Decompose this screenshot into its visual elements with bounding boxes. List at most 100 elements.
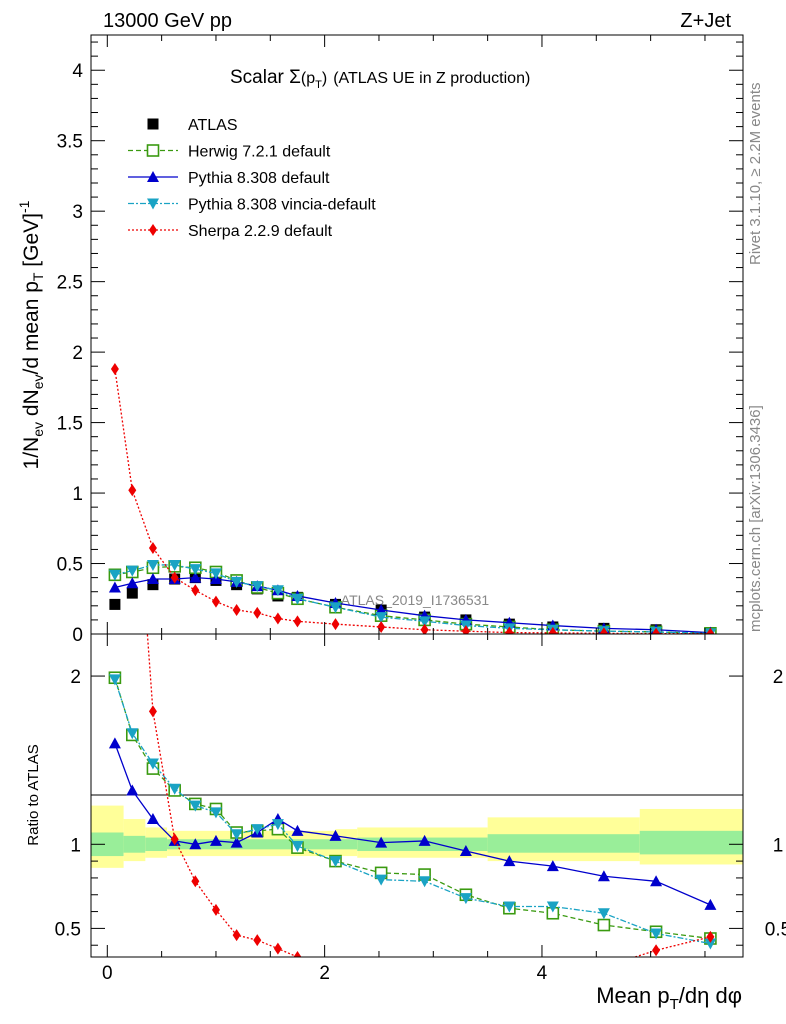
point-atlas-0 — [109, 598, 121, 610]
stat-band-2 — [145, 837, 168, 852]
y-axis-label: 1/Nev dNev/d mean pT [GeV]-1 — [16, 200, 46, 469]
ratio-point-pythia-8-308-default-10 — [329, 829, 342, 841]
legend-marker-pythia-8-308-default — [147, 171, 159, 182]
stat-band-0 — [91, 832, 124, 857]
main-series-group — [108, 363, 717, 634]
ratio-point-pythia-8-308-vincia-default-10 — [329, 856, 342, 868]
ratio-point-pythia-8-308-vincia-default-7 — [251, 824, 264, 836]
ratio-line-pythia-8-308-vincia-default — [114, 679, 711, 945]
analysis-watermark: ATLAS_2019_I1736531 — [341, 592, 490, 608]
ratio-y-tick-right-1: 1 — [773, 835, 784, 856]
point-sherpa-2-2-9-default-0 — [110, 363, 119, 376]
point-pythia-8-308-vincia-default-7 — [251, 581, 264, 593]
point-sherpa-2-2-9-default-13 — [461, 625, 470, 634]
ratio-point-pythia-8-308-vincia-default-6 — [230, 829, 243, 841]
point-sherpa-2-2-9-default-6 — [232, 604, 241, 617]
x-axis-label: Mean pT/dη dφ — [596, 983, 742, 1013]
ratio-y-tick-left-0: 0.5 — [55, 919, 81, 940]
legend-marker-herwig-7-2-1-default — [146, 144, 160, 157]
point-pythia-8-308-vincia-default-12 — [418, 616, 431, 628]
legend-marker-pythia-8-308-vincia-default — [147, 198, 159, 210]
point-sherpa-2-2-9-default-3 — [170, 571, 179, 584]
stat-band-3 — [167, 839, 336, 850]
ratio-point-pythia-8-308-default-17 — [650, 875, 663, 887]
ratio-point-sherpa-2-2-9-default-10 — [332, 959, 340, 971]
ratio-point-pythia-8-308-vincia-default-14 — [503, 901, 516, 913]
point-pythia-8-308-vincia-default-11 — [375, 612, 388, 624]
ratio-point-pythia-8-308-vincia-default-9 — [291, 840, 304, 852]
ratio-point-pythia-8-308-vincia-default-2 — [146, 758, 159, 770]
mcplots-label: mcplots.cern.ch [arXiv:1306.3436] — [747, 405, 764, 632]
ratio-point-pythia-8-308-vincia-default-15 — [546, 901, 559, 913]
ratio-point-pythia-8-308-default-13 — [459, 845, 472, 857]
stat-band-7 — [639, 830, 743, 855]
legend-label-atlas: ATLAS — [188, 117, 238, 134]
ratio-point-sherpa-2-2-9-default-8 — [273, 942, 282, 955]
header-left: 13000 GeV pp — [103, 10, 232, 32]
point-sherpa-2-2-9-default-8 — [273, 612, 282, 625]
point-sherpa-2-2-9-default-9 — [293, 615, 302, 628]
point-pythia-8-308-default-4 — [189, 571, 202, 583]
y-tick-label-1: 0.5 — [57, 555, 83, 576]
ratio-point-pythia-8-308-default-11 — [375, 836, 388, 848]
ratio-point-sherpa-2-2-9-default-17 — [652, 944, 661, 957]
legend-marker-sherpa-2-2-9-default — [149, 224, 157, 236]
chart-title: Scalar Σ(pT) (ATLAS UE in Z production) — [230, 67, 530, 91]
y-tick-label-5: 2.5 — [57, 273, 83, 294]
x-tick-label-1: 2 — [319, 963, 330, 984]
y-tick-label-6: 3 — [72, 202, 83, 223]
ratio-point-sherpa-2-2-9-default-7 — [253, 934, 262, 947]
point-sherpa-2-2-9-default-18 — [706, 627, 715, 634]
y-tick-label-8: 4 — [72, 61, 83, 82]
y-tick-label-3: 1.5 — [57, 414, 83, 435]
point-pythia-8-308-default-2 — [146, 573, 159, 585]
ratio-point-herwig-7-2-1-default-16 — [597, 918, 611, 932]
ratio-point-pythia-8-308-default-0 — [108, 737, 121, 749]
point-pythia-8-308-vincia-default-0 — [108, 569, 121, 581]
point-sherpa-2-2-9-default-4 — [191, 584, 200, 597]
point-pythia-8-308-vincia-default-5 — [209, 568, 222, 580]
ratio-point-sherpa-2-2-9-default-3 — [170, 833, 179, 846]
ratio-point-pythia-8-308-vincia-default-3 — [168, 783, 181, 795]
point-sherpa-2-2-9-default-14 — [505, 626, 514, 634]
ratio-point-pythia-8-308-vincia-default-12 — [418, 876, 431, 888]
point-pythia-8-308-vincia-default-6 — [230, 576, 243, 588]
ratio-point-pythia-8-308-vincia-default-13 — [459, 893, 472, 905]
ratio-point-sherpa-2-2-9-default-2 — [148, 705, 157, 718]
y-tick-label-0: 0 — [72, 625, 83, 646]
ratio-point-pythia-8-308-vincia-default-1 — [126, 728, 139, 740]
stat-band-1 — [123, 835, 146, 853]
header-right: Z+Jet — [680, 10, 731, 32]
x-tick-label-0: 0 — [102, 963, 113, 984]
ratio-point-sherpa-2-2-9-default-18 — [706, 930, 715, 943]
point-pythia-8-308-vincia-default-10 — [329, 602, 342, 614]
point-sherpa-2-2-9-default-12 — [420, 623, 429, 634]
ratio-point-pythia-8-308-vincia-default-4 — [189, 800, 202, 812]
point-atlas-2 — [147, 579, 159, 591]
ratio-point-pythia-8-308-default-12 — [418, 834, 431, 846]
ratio-point-pythia-8-308-default-9 — [291, 824, 304, 836]
point-pythia-8-308-vincia-default-4 — [189, 564, 202, 576]
rivet-version-label: Rivet 3.1.10, ≥ 2.2M events — [747, 83, 764, 266]
point-pythia-8-308-default-0 — [108, 581, 121, 593]
y-tick-label-4: 2 — [72, 343, 83, 364]
stat-band-4 — [335, 839, 358, 850]
point-sherpa-2-2-9-default-5 — [211, 595, 220, 608]
y-tick-label-7: 3.5 — [57, 132, 83, 153]
ratio-y-tick-left-2: 2 — [70, 667, 81, 688]
ratio-point-pythia-8-308-vincia-default-11 — [375, 874, 388, 886]
ratio-axes: 0.5 0.5 1 1 2 2 0 2 4 — [55, 634, 786, 984]
ratio-frame — [90, 633, 744, 958]
point-sherpa-2-2-9-default-7 — [253, 606, 262, 619]
legend-label-herwig-7-2-1-default: Herwig 7.2.1 default — [188, 144, 331, 161]
ratio-point-pythia-8-308-vincia-default-17 — [650, 928, 663, 940]
legend-label-pythia-8-308-vincia-default: Pythia 8.308 vincia-default — [188, 197, 376, 214]
ratio-point-pythia-8-308-default-16 — [597, 870, 610, 882]
point-sherpa-2-2-9-default-11 — [377, 620, 386, 633]
point-pythia-8-308-vincia-default-8 — [271, 585, 284, 597]
point-sherpa-2-2-9-default-16 — [599, 627, 608, 634]
point-pythia-8-308-vincia-default-9 — [291, 593, 304, 605]
x-tick-label-2: 4 — [537, 963, 548, 984]
ratio-point-sherpa-2-2-9-default-4 — [191, 875, 200, 888]
